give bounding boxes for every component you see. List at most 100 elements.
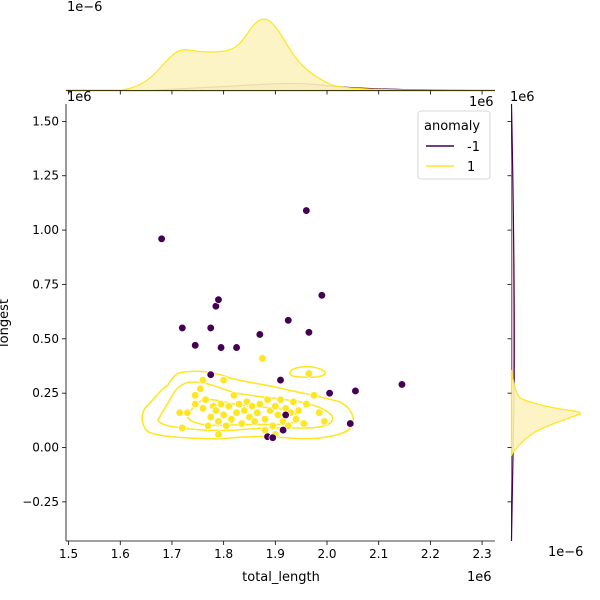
normal-point [240, 406, 249, 415]
scatter-points [157, 206, 407, 442]
x-ticks: 1.5 1.6 1.7 1.8 1.9 2.0 2.1 2.2 2.3 [59, 90, 492, 561]
anomaly-point [284, 316, 293, 325]
x-tick-label: 2.3 [473, 547, 492, 561]
normal-point [304, 369, 314, 378]
y-tick-label: 0.50 [32, 332, 59, 346]
normal-point [229, 391, 239, 400]
right-marginal-normal-density [510, 369, 581, 457]
anomaly-point [206, 323, 215, 333]
normal-point [191, 391, 200, 400]
anomaly-point [281, 410, 290, 420]
contour-small-outlier [289, 365, 326, 379]
normal-point [235, 399, 244, 409]
x-tick-label: 2.0 [317, 547, 336, 561]
anomaly-point [232, 343, 241, 352]
anomaly-point [302, 206, 311, 215]
x-tick-label: 2.2 [421, 547, 440, 561]
legend: anomaly -1 1 [417, 110, 491, 180]
y-tick-label: −0.25 [22, 495, 59, 509]
anomaly-point [255, 330, 264, 339]
normal-point [302, 399, 311, 409]
normal-point [271, 402, 280, 411]
normal-point [276, 395, 285, 404]
normal-point [224, 402, 233, 411]
normal-point [294, 406, 303, 415]
anomaly-point [346, 419, 355, 428]
normal-point [227, 415, 236, 424]
normal-point [263, 395, 272, 404]
anomaly-point [216, 343, 226, 352]
normal-point [214, 417, 223, 426]
normal-point [247, 402, 257, 411]
normal-point [291, 415, 301, 424]
y-tick-label: 1.25 [32, 169, 59, 183]
normal-point [196, 384, 205, 393]
legend-title: anomaly [424, 119, 480, 134]
right-marginal-density-offset-label: 1e−6 [548, 545, 583, 560]
normal-point [206, 412, 215, 422]
anomaly-point [397, 380, 407, 389]
anomaly-point [157, 234, 166, 243]
x-tick-label: 1.8 [214, 547, 233, 561]
normal-point [216, 399, 226, 409]
normal-point [255, 399, 264, 409]
anomaly-point [317, 291, 326, 300]
y-ticks: −0.25 0.00 0.25 0.50 0.75 1.00 1.25 1.50 [22, 114, 512, 509]
normal-point [191, 399, 200, 409]
normal-point [219, 410, 228, 420]
anomaly-point [276, 375, 285, 385]
legend-box [417, 110, 491, 180]
top-marginal-plot: 1e−6 [66, 0, 496, 92]
anomaly-point [304, 328, 314, 337]
normal-point [211, 406, 221, 415]
top-marginal-offset-label: 1e−6 [67, 0, 102, 15]
anomaly-point [351, 386, 360, 396]
normal-point [268, 421, 277, 430]
y-tick-label: 1.50 [32, 114, 59, 128]
normal-point [198, 404, 208, 413]
normal-point [219, 375, 228, 385]
y-tick-label: 0.75 [32, 277, 59, 291]
anomaly-point [191, 341, 200, 350]
right-marginal-plot: 1e6 1e−6 [510, 90, 583, 560]
normal-point [175, 408, 184, 417]
legend-label-normal: 1 [467, 160, 475, 175]
x-tick-label: 1.5 [59, 547, 78, 561]
normal-point [183, 408, 192, 417]
normal-point [315, 408, 324, 417]
normal-point [201, 395, 210, 404]
normal-point [237, 419, 246, 428]
anomaly-point [268, 433, 277, 442]
top-marginal-normal-density [66, 18, 496, 92]
contour-mid [157, 381, 334, 432]
y-axis-label: longest [0, 299, 12, 347]
main-plot: 1.5 1.6 1.7 1.8 1.9 2.0 2.1 2.2 2.3 −0.25 0.00 0.2… [0, 90, 512, 585]
right-marginal-offset-label: 1e6 [510, 90, 535, 105]
normal-point [299, 419, 308, 428]
normal-point [203, 421, 213, 430]
normal-point [198, 375, 208, 385]
right-marginal-anomaly-density [510, 103, 515, 542]
y-tick-label: 1.00 [32, 223, 59, 237]
anomaly-point [206, 370, 215, 379]
x-tick-label: 1.9 [266, 547, 285, 561]
y-tick-label: 0.25 [32, 386, 59, 400]
normal-point [250, 417, 259, 426]
normal-point [214, 430, 223, 439]
x-tick-label: 2.1 [369, 547, 388, 561]
y-offset-label: 1e6 [67, 90, 92, 105]
normal-point [178, 423, 187, 433]
anomaly-point [278, 425, 288, 435]
x-tick-label: 1.7 [162, 547, 181, 561]
normal-point [232, 408, 241, 417]
normal-point [258, 354, 267, 363]
normal-point [309, 391, 319, 400]
anomaly-point [214, 295, 223, 304]
normal-point [320, 417, 329, 426]
normal-point [289, 397, 298, 407]
legend-label-anomaly: -1 [467, 140, 480, 155]
x-offset-label: 1e6 [467, 570, 492, 585]
anomaly-point [178, 323, 187, 333]
normal-point [273, 410, 283, 420]
